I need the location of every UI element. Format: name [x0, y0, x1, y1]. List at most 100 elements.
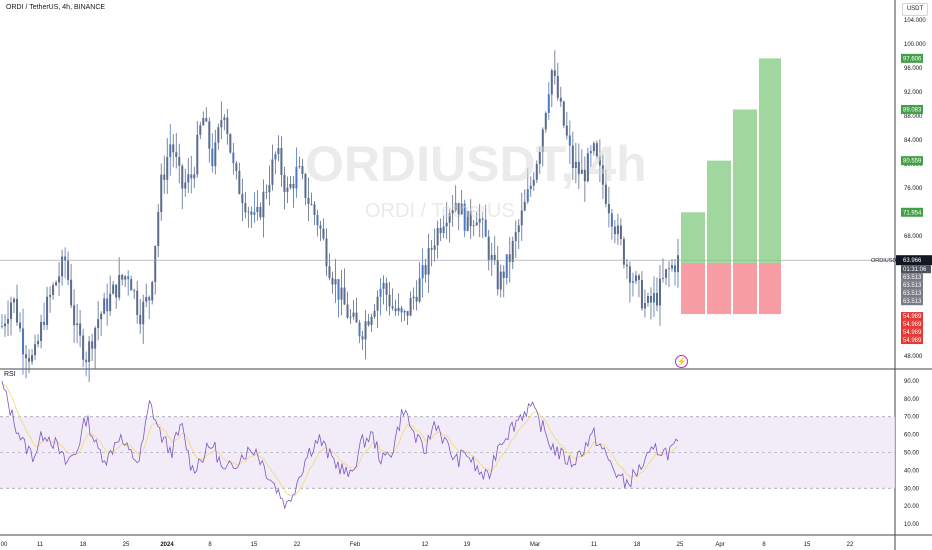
candle-body: [625, 264, 628, 267]
entry-label-bg: [901, 281, 923, 290]
candle-body: [589, 151, 592, 154]
candle-body: [229, 133, 232, 153]
time-tick-label: 00: [1, 542, 8, 548]
entry-price-label: 63.513: [903, 283, 922, 289]
candle-body: [673, 265, 676, 273]
candle-body: [511, 240, 514, 262]
candle-body: [184, 182, 187, 189]
price-tick-label: 88.000: [904, 114, 923, 120]
candle-body: [349, 316, 352, 318]
candle-body: [472, 225, 475, 227]
candle-body: [445, 222, 448, 227]
candle-body: [175, 152, 178, 157]
time-tick-label: Apr: [715, 542, 724, 548]
candle-body: [340, 287, 343, 300]
current-symbol-label: ORDIUSDT: [871, 258, 900, 264]
candle-body: [649, 296, 652, 303]
candle-body: [529, 185, 532, 190]
candle-body: [622, 239, 625, 265]
candle-body: [463, 203, 466, 231]
candle-body: [166, 157, 169, 180]
candle-body: [601, 165, 604, 185]
candle-body: [103, 298, 106, 314]
candle-body: [583, 169, 586, 182]
price-tick-label: 76.000: [904, 186, 923, 192]
rsi-signal-line: [1, 383, 679, 497]
candle-body: [496, 260, 499, 290]
candle-body: [310, 203, 313, 205]
candle-body: [502, 271, 505, 278]
time-tick-label: Mar: [530, 542, 540, 548]
time-tick-label: 8: [762, 542, 766, 548]
countdown-bg: [901, 265, 931, 274]
candle-body: [658, 278, 661, 306]
candle-body: [436, 227, 439, 246]
candle-body: [373, 310, 376, 317]
target-label-bg: [901, 53, 923, 63]
currency-button[interactable]: USDT: [902, 3, 928, 16]
candle-body: [430, 248, 433, 250]
replay-icon[interactable]: ⚡: [675, 355, 688, 368]
candle-body: [43, 321, 46, 325]
candle-body: [157, 212, 160, 246]
candle-body: [424, 265, 427, 275]
candle-body: [460, 203, 463, 215]
time-tick-label: 19: [464, 542, 471, 548]
candle-body: [352, 312, 355, 317]
candle-body: [136, 290, 139, 315]
candle-body: [433, 245, 436, 250]
candle-body: [238, 170, 241, 194]
candle-body: [628, 266, 631, 283]
candle-body: [394, 308, 397, 312]
candle-body: [553, 70, 556, 77]
target-label-bg: [901, 207, 923, 217]
candle-body: [451, 210, 454, 214]
candle-body: [493, 254, 496, 261]
target-price-label: 89.083: [903, 108, 922, 114]
candle-body: [331, 278, 334, 285]
candle-body: [154, 245, 157, 283]
candle-body: [364, 321, 367, 340]
candle-body: [295, 166, 298, 189]
candle-body: [223, 117, 226, 121]
loss-zone-3: [733, 262, 757, 315]
candle-body: [289, 183, 292, 188]
time-tick-label: Feb: [350, 542, 361, 548]
candle-body: [643, 303, 646, 309]
time-tick-label: 2024: [160, 542, 174, 548]
candle-body: [385, 282, 388, 295]
candle-body: [76, 323, 79, 326]
price-tick-label: 48.000: [904, 354, 923, 360]
candle-body: [220, 120, 223, 128]
candle-body: [244, 203, 247, 213]
rsi-tick-label: 70.00: [904, 415, 920, 421]
candle-body: [532, 179, 535, 186]
candle-body: [508, 254, 511, 262]
rsi-tick-label: 40.00: [904, 468, 920, 474]
candle-body: [667, 268, 670, 270]
candle-body: [397, 307, 400, 312]
candle-body: [232, 152, 235, 164]
candle-body: [124, 276, 127, 280]
candle-body: [562, 101, 565, 126]
candle-body: [250, 211, 253, 215]
candle-body: [316, 214, 319, 226]
candle-body: [475, 222, 478, 226]
candle-body: [160, 174, 163, 213]
stop-label-bg: [901, 312, 923, 321]
candle-body: [670, 265, 673, 269]
candle-body: [280, 148, 283, 175]
profit-zone-2: [707, 160, 731, 263]
candle-body: [49, 294, 52, 297]
candle-body: [172, 144, 175, 153]
candle-body: [262, 191, 265, 218]
candle-body: [631, 281, 634, 283]
watermark-symbol: ORDIUSDT, 4h: [305, 136, 647, 192]
candle-body: [568, 135, 571, 146]
candle-body: [208, 121, 211, 149]
candle-body: [319, 225, 322, 229]
candle-body: [205, 118, 208, 122]
candle-body: [418, 278, 421, 302]
profit-zone-1: [681, 212, 705, 263]
